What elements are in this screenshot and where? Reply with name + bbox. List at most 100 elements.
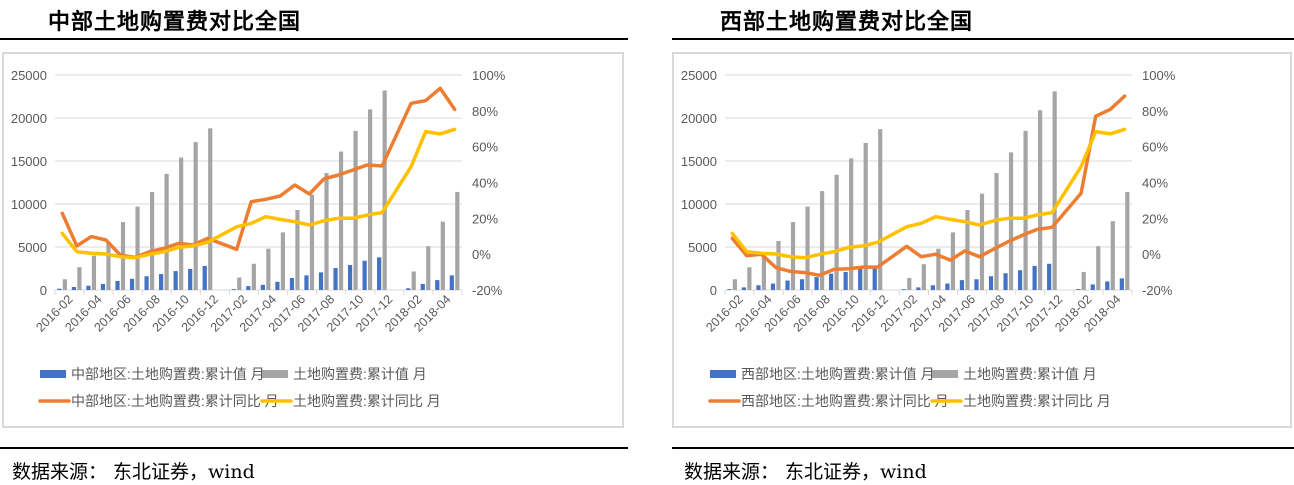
y-right-tick-label: 20% — [472, 211, 498, 226]
bar-region-value — [100, 283, 106, 290]
bar-national-value — [863, 142, 868, 290]
bar-region-value — [71, 286, 77, 290]
bar-region-value — [260, 284, 265, 290]
y-left-tick-label: 0 — [40, 283, 47, 298]
bar-national-value — [1008, 152, 1014, 290]
bar-region-value — [406, 288, 411, 290]
bar-region-value — [814, 277, 819, 290]
bar-national-value — [950, 232, 956, 290]
y-right-tick-label: -20% — [1142, 283, 1173, 298]
bar-national-value — [77, 267, 82, 290]
y-left-tick-label: 25000 — [681, 68, 717, 83]
bar-national-value — [878, 129, 883, 290]
bar-national-value — [1096, 246, 1101, 290]
chart-frame: 0 5000 10000 15000 20000 25000 -20% 0% 20% 40% 60%… — [2, 52, 624, 428]
bar-region-value — [756, 285, 761, 290]
legend-swatch — [40, 370, 66, 378]
y-left-tick-label: 20000 — [681, 111, 717, 126]
bar-national-value — [761, 255, 767, 290]
bar-region-value — [1017, 270, 1023, 290]
bar-national-value — [149, 191, 155, 290]
bar-national-value — [921, 264, 926, 290]
bar-national-value — [1081, 271, 1086, 290]
y-left-tick-label: 5000 — [18, 240, 47, 255]
bar-national-value — [266, 248, 271, 290]
y-left-tick-label: 10000 — [681, 197, 717, 212]
y-right-tick-label: 0% — [472, 247, 491, 262]
bar-national-value — [295, 210, 300, 290]
bar-region-value — [231, 289, 236, 290]
bar-region-value — [727, 289, 732, 290]
legend-label: 土地购置费:累计值 月 — [963, 366, 1097, 382]
bar-region-value — [173, 271, 178, 290]
y-right-tick-label: 100% — [1142, 68, 1176, 83]
bar-region-value — [770, 283, 776, 290]
bar-national-value — [776, 240, 781, 290]
bar-region-value — [829, 273, 834, 290]
bar-national-value — [965, 210, 970, 290]
bar-region-value — [449, 275, 454, 290]
legend-swatch — [932, 370, 958, 378]
bar-region-value — [988, 276, 994, 290]
y-right-tick-label: -20% — [472, 283, 503, 298]
bar-region-value — [1003, 273, 1008, 290]
chart-frame: 0 5000 10000 15000 20000 25000 -20% 0% 20% 40% 60%… — [672, 52, 1292, 428]
bar-region-value — [930, 285, 935, 290]
bar-national-value — [280, 232, 286, 290]
bar-region-value — [959, 280, 965, 290]
bar-region-value — [333, 268, 338, 290]
title-divider — [672, 38, 1294, 40]
line-national-yoy — [730, 127, 1127, 260]
bar-national-value — [994, 173, 999, 290]
bar-national-value — [849, 158, 854, 290]
bar-national-value — [907, 277, 912, 290]
bar-national-value — [135, 206, 140, 290]
bar-national-value — [979, 193, 985, 290]
bar-national-value — [1110, 221, 1115, 290]
bar-national-value — [237, 277, 242, 290]
bar-national-value — [1052, 91, 1057, 290]
legend-swatch — [262, 370, 288, 378]
bar-region-value — [318, 272, 324, 290]
bar-region-value — [347, 265, 353, 290]
bar-region-value — [188, 268, 193, 290]
y-right-tick-label: 0% — [1142, 247, 1161, 262]
bar-national-value — [819, 191, 825, 290]
legend-label: 中部地区:土地购置费:累计同比 月 — [71, 393, 279, 409]
bar-region-value — [901, 289, 906, 290]
bar-national-value — [193, 142, 198, 290]
bar-national-value — [1038, 110, 1043, 290]
bar-national-value — [208, 128, 213, 290]
legend-label: 土地购置费:累计同比 月 — [963, 393, 1111, 409]
bar-region-value — [86, 285, 91, 290]
bar-region-value — [974, 279, 979, 290]
bar-region-value — [872, 268, 877, 290]
bar-national-value — [62, 279, 67, 290]
line-region-yoy — [730, 94, 1127, 278]
y-left-tick-label: 25000 — [11, 68, 47, 83]
central-panel: 中部土地购置费对比全国 0 5000 10000 15000 20000 25000 -20… — [0, 0, 628, 485]
bar-region-value — [916, 287, 921, 290]
bar-national-value — [368, 109, 373, 291]
bar-region-value — [843, 271, 848, 290]
bar-national-value — [440, 221, 445, 290]
bar-national-value — [91, 255, 97, 290]
source-note: 数据来源： 东北证券，wind — [12, 461, 255, 483]
bar-region-value — [202, 265, 207, 290]
bar-region-value — [144, 276, 149, 290]
legend-label: 中部地区:土地购置费:累计值 月 — [71, 366, 265, 382]
bar-national-value — [455, 191, 460, 290]
bar-national-value — [747, 267, 752, 290]
panel-title: 西部土地购置费对比全国 — [720, 9, 974, 35]
bar-national-value — [251, 263, 256, 290]
y-right-tick-label: 100% — [472, 68, 506, 83]
bar-region-value — [945, 283, 950, 290]
bar-region-value — [159, 274, 164, 290]
y-right-tick-label: 40% — [472, 176, 498, 191]
bar-national-value — [353, 130, 358, 290]
bar-region-value — [1105, 281, 1110, 290]
bar-national-value — [309, 194, 315, 290]
bar-region-value — [57, 288, 62, 290]
bar-national-value — [1125, 191, 1130, 290]
y-left-tick-label: 0 — [710, 283, 717, 298]
